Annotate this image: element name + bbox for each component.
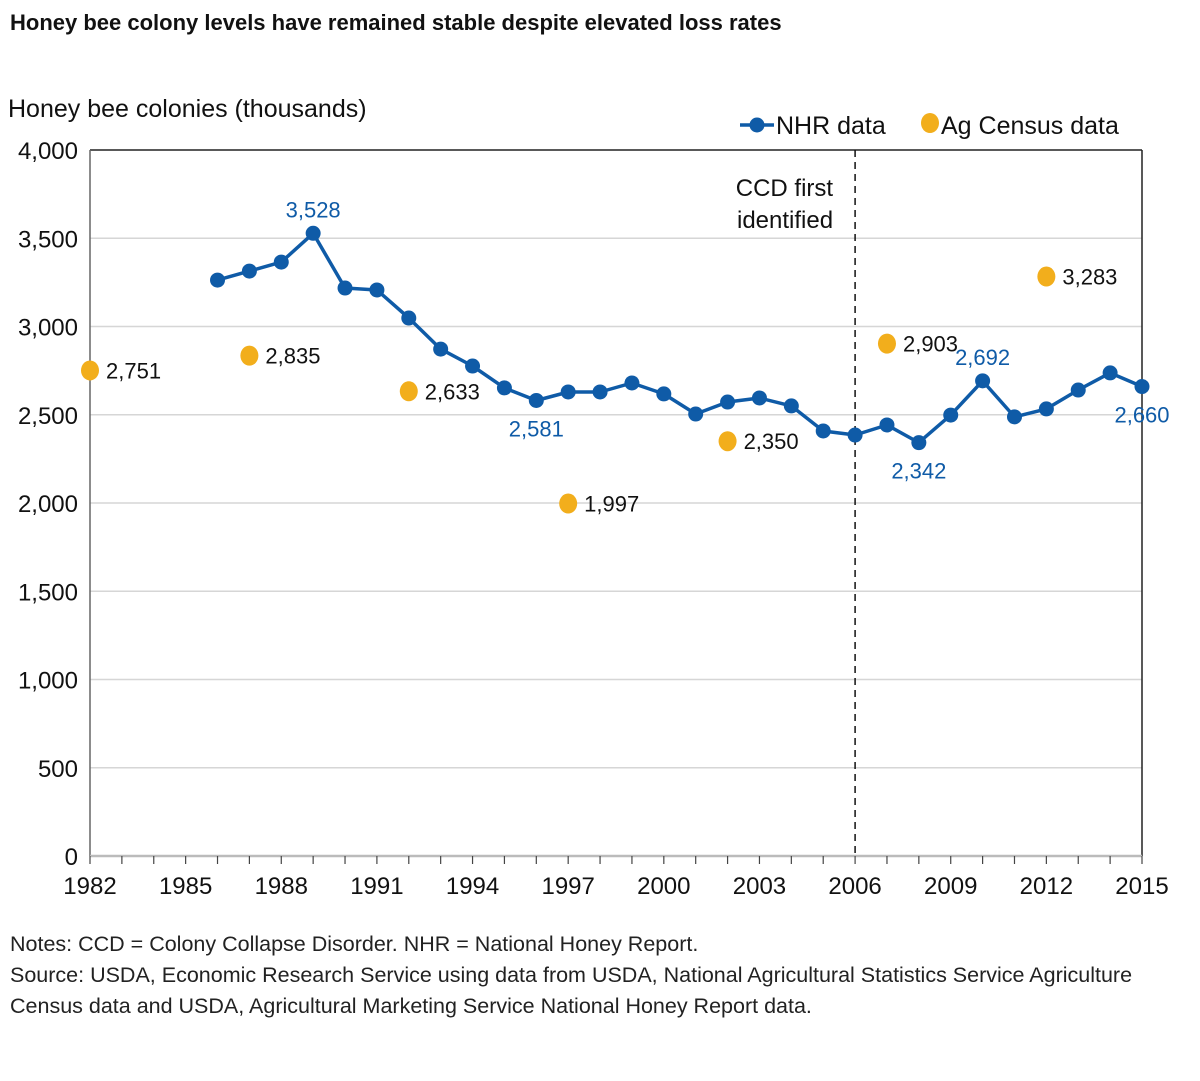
ag-census-data-label: 2,633 (425, 379, 480, 404)
nhr-point (241, 263, 257, 279)
source-line: Source: USDA, Economic Research Service … (10, 963, 1133, 1018)
nhr-point (210, 272, 226, 288)
notes-line: Notes: CCD = Colony Collapse Disorder. N… (10, 932, 699, 956)
y-tick-label: 4,000 (18, 138, 78, 165)
nhr-point (337, 280, 353, 296)
nhr-point (273, 254, 289, 270)
nhr-point (1102, 365, 1118, 381)
ag-census-point (81, 360, 99, 381)
y-tick-label: 0 (65, 844, 78, 871)
y-tick-label: 1,000 (18, 668, 78, 695)
axes: 0 500 1,000 1,500 2,000 2,500 3,000 3,500 4,000 1… (18, 138, 1169, 900)
nhr-point (751, 390, 767, 406)
nhr-point (1006, 409, 1022, 425)
nhr-point (783, 398, 799, 414)
ag-census-data-label: 2,903 (903, 332, 958, 357)
legend: NHR data Ag Census data (740, 112, 1119, 140)
legend-ag-census-marker (921, 113, 939, 133)
nhr-data-label: 2,342 (891, 459, 946, 484)
gridlines (90, 237, 1142, 769)
ag-census-point (559, 493, 578, 514)
nhr-point (305, 225, 321, 241)
x-tick-label: 1988 (255, 873, 308, 900)
ag-census-data-label: 2,350 (744, 429, 799, 454)
chart: 0 500 1,000 1,500 2,000 2,500 3,000 3,500 4,000 1… (8, 95, 1170, 900)
series (81, 225, 1150, 514)
ag-census-data-label: 1,997 (584, 492, 639, 517)
nhr-point (624, 375, 640, 391)
nhr-point (1070, 382, 1086, 398)
nhr-point (1038, 401, 1054, 417)
ag-census-point (718, 431, 737, 452)
y-tick-label: 3,000 (18, 315, 78, 342)
nhr-point (433, 341, 449, 357)
x-tick-label: 1982 (63, 873, 116, 900)
nhr-point (815, 423, 831, 439)
annotations: CCD first identified (736, 150, 856, 856)
ccd-annotation-text: CCD first (736, 175, 834, 202)
ag-census-point (399, 381, 418, 402)
x-tick-label: 2012 (1020, 873, 1073, 900)
ag-census-point (877, 333, 896, 354)
notes: Notes: CCD = Colony Collapse Disorder. N… (10, 929, 1190, 1022)
y-tick-label: 500 (38, 756, 78, 783)
nhr-data-label: 2,692 (955, 345, 1010, 370)
nhr-point (911, 435, 927, 451)
y-tick-label: 2,500 (18, 403, 78, 430)
nhr-point (688, 406, 704, 422)
chart-title: Honey bee colony levels have remained st… (10, 10, 782, 35)
nhr-point (592, 384, 608, 400)
ag-census-data-label: 2,751 (106, 358, 161, 383)
ccd-annotation-text: identified (737, 207, 833, 234)
x-tick-label: 1997 (541, 873, 594, 900)
x-tick-label: 1994 (446, 873, 499, 900)
x-tick-label: 2006 (828, 873, 881, 900)
data-labels: 3,528 2,581 2,342 2,692 2,660 2,751 2,835 2,633… (106, 197, 1170, 516)
nhr-point (528, 392, 544, 408)
nhr-line (217, 231, 1143, 445)
x-tick-label: 1985 (159, 873, 212, 900)
x-tick-label: 2003 (733, 873, 786, 900)
nhr-point (720, 394, 736, 410)
nhr-point (975, 373, 991, 389)
x-tick-label: 1991 (350, 873, 403, 900)
nhr-data-label: 2,581 (509, 416, 564, 441)
legend-ag-census-label: Ag Census data (941, 112, 1119, 140)
y-tick-label: 3,500 (18, 226, 78, 253)
nhr-point (847, 427, 863, 443)
legend-nhr-label: NHR data (776, 112, 886, 140)
nhr-point (943, 407, 959, 423)
nhr-data-label: 3,528 (286, 197, 341, 222)
x-tick-label: 2009 (924, 873, 977, 900)
nhr-data-label: 2,660 (1114, 403, 1169, 428)
nhr-point (879, 417, 895, 433)
nhr-point (496, 380, 512, 396)
x-tick-label: 2015 (1115, 873, 1168, 900)
y-tick-label: 1,500 (18, 579, 78, 606)
y-tick-label: 2,000 (18, 491, 78, 518)
nhr-point (369, 282, 385, 298)
ag-census-point (240, 345, 259, 366)
nhr-point (465, 358, 481, 374)
ag-census-data-label: 3,283 (1062, 265, 1117, 290)
nhr-point (401, 310, 417, 326)
x-tick-label: 2000 (637, 873, 690, 900)
nhr-point (656, 386, 672, 402)
legend-nhr-marker (749, 117, 765, 133)
y-axis-label: Honey bee colonies (thousands) (8, 95, 367, 123)
nhr-point (1134, 379, 1150, 395)
ag-census-data-label: 2,835 (265, 344, 320, 369)
ag-census-point (1037, 266, 1056, 287)
nhr-point (560, 384, 576, 400)
